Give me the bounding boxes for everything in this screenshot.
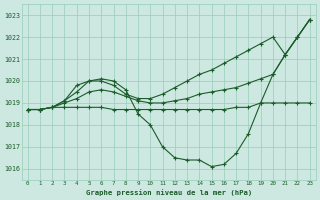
X-axis label: Graphe pression niveau de la mer (hPa): Graphe pression niveau de la mer (hPa) <box>85 189 252 196</box>
